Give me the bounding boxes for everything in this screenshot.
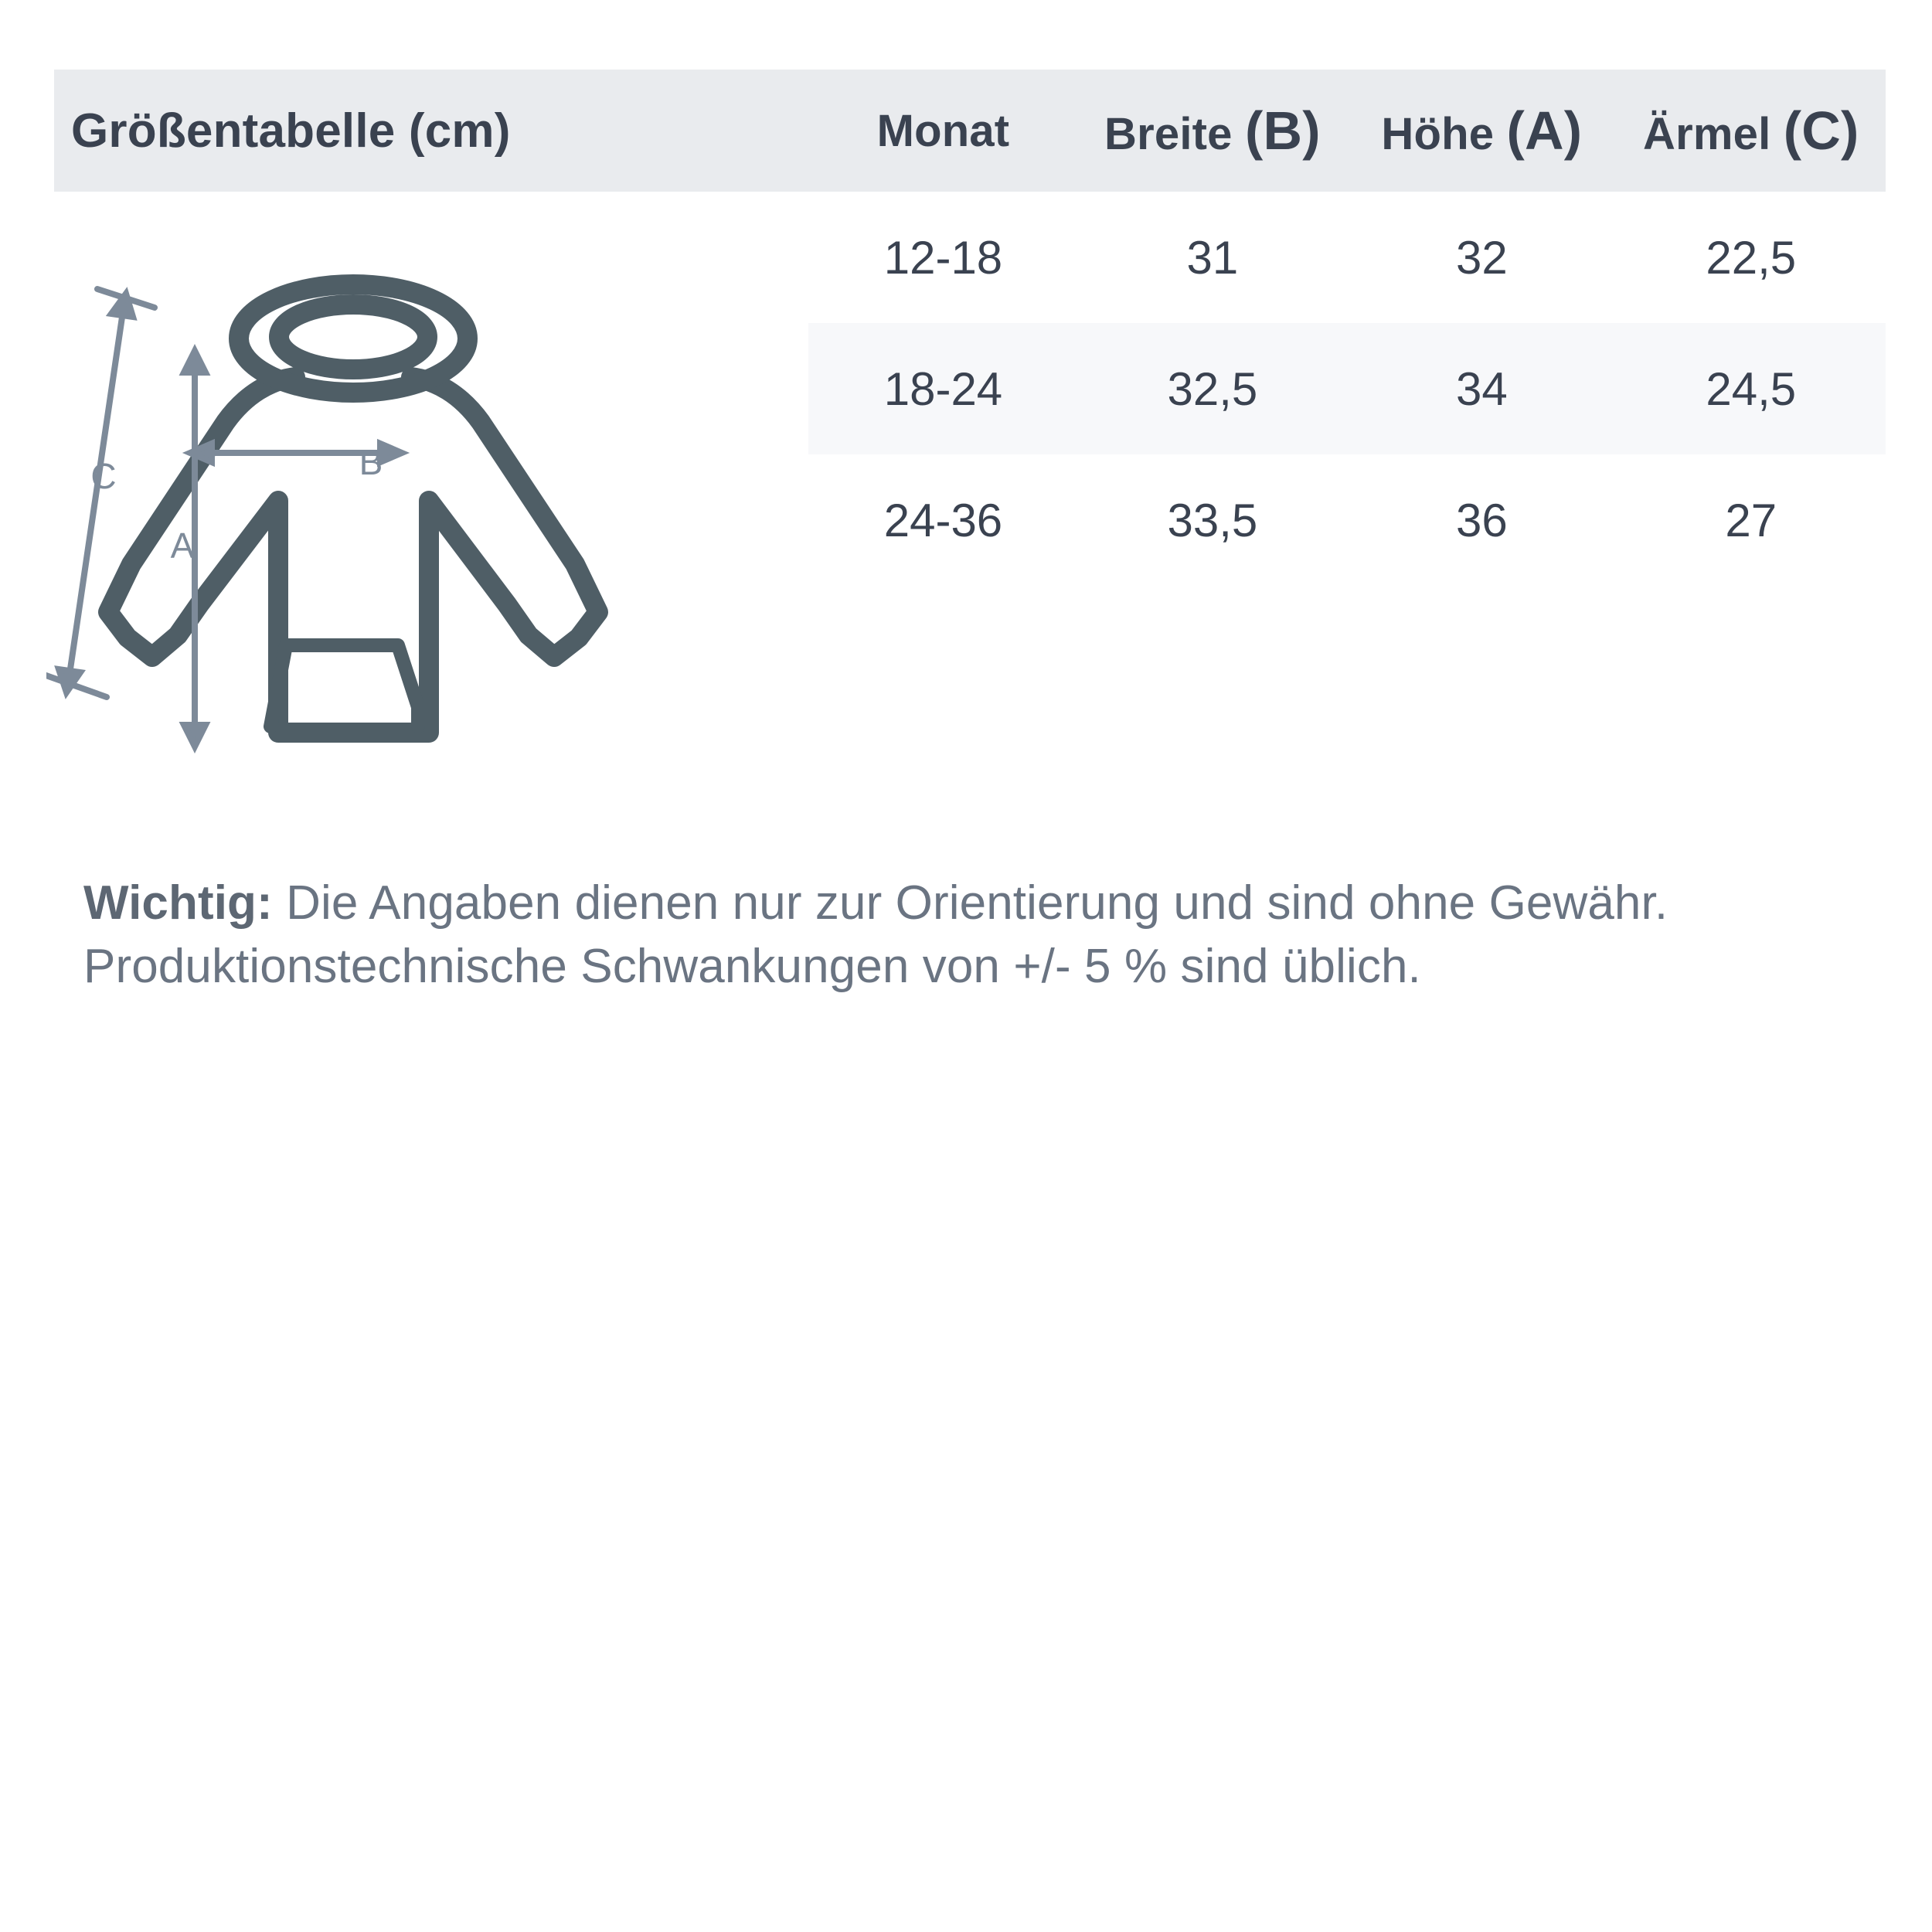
dimension-b-label: B <box>359 442 383 482</box>
column-header-monat-label: Monat <box>876 105 1010 156</box>
hood-icon <box>229 274 478 403</box>
footnote-line-1-text: Die Angaben dienen nur zur Orientierung … <box>272 876 1668 930</box>
cell-hoehe: 36 <box>1455 494 1508 546</box>
column-header-hoehe-label: Höhe <box>1381 109 1495 159</box>
table-header-row: Größentabelle (cm) Monat Breite (B) Höhe… <box>54 70 1886 192</box>
column-header-breite: Breite (B) <box>1078 70 1347 192</box>
column-header-aermel-label: Ärmel <box>1643 109 1771 159</box>
size-table-header: Größentabelle (cm) Monat Breite (B) Höhe… <box>54 70 1886 192</box>
column-header-breite-dim: (B) <box>1244 100 1321 161</box>
cell-breite: 32,5 <box>1077 323 1348 454</box>
cell-breite: 31 <box>1186 231 1239 284</box>
column-header-hoehe: Höhe (A) <box>1347 70 1616 192</box>
hoodie-icon <box>98 367 608 743</box>
cell-monat: 12-18 <box>883 231 1003 284</box>
dimension-a-label: A <box>171 526 195 566</box>
cell-aermel: 24,5 <box>1616 323 1886 454</box>
column-header-hoehe-dim: (A) <box>1506 100 1583 161</box>
footnote-line-1: Wichtig: Die Angaben dienen nur zur Orie… <box>83 872 1861 935</box>
page-title: Größentabelle (cm) <box>71 104 511 158</box>
column-header-aermel-dim: (C) <box>1783 100 1859 161</box>
hoodie-measurement-diagram: B A C <box>46 255 773 873</box>
footnote: Wichtig: Die Angaben dienen nur zur Orie… <box>83 872 1861 999</box>
cell-aermel: 27 <box>1725 494 1777 546</box>
cell-monat: 18-24 <box>808 323 1078 454</box>
cell-aermel: 22,5 <box>1706 231 1797 284</box>
footnote-lead: Wichtig: <box>83 876 273 930</box>
dimension-a <box>179 344 211 753</box>
column-header-aermel: Ärmel (C) <box>1617 70 1886 192</box>
cell-hoehe: 34 <box>1347 323 1617 454</box>
table-row: 18-24 32,5 34 24,5 <box>54 323 1886 454</box>
column-header-breite-label: Breite <box>1104 109 1233 159</box>
column-header-monat: Monat <box>808 70 1077 192</box>
cell-hoehe: 32 <box>1455 231 1508 284</box>
dimension-b <box>182 438 410 468</box>
pocket-icon <box>264 638 425 733</box>
footnote-line-2: Produktionstechnische Schwankungen von +… <box>83 940 1421 994</box>
dimension-c-label: C <box>90 456 116 496</box>
cell-monat: 24-36 <box>883 494 1003 546</box>
cell-breite: 33,5 <box>1167 494 1258 546</box>
dimension-c <box>46 286 158 700</box>
